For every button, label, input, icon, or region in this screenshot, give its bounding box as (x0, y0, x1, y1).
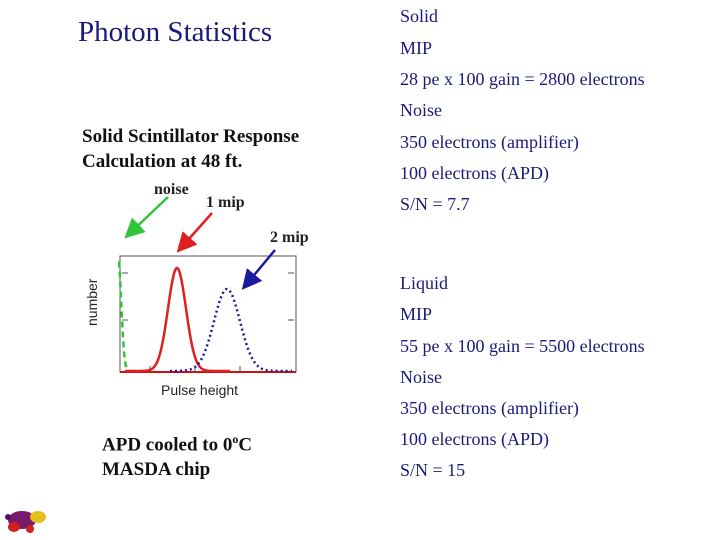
apd-note: APD cooled to 0oC MASDA chip (102, 427, 252, 482)
liquid-sn: S/N = 15 (400, 460, 466, 480)
solid-gain: 28 pe x 100 gain = 2800 electrons (400, 69, 645, 89)
one-mip-label: 1 mip (206, 194, 245, 211)
apd-note-line-2: MASDA chip (102, 459, 211, 481)
solid-amp: 350 electrons (amplifier) (400, 132, 579, 152)
liquid-apd: 100 electrons (APD) (400, 429, 549, 449)
two-mip-curve (170, 287, 292, 373)
liquid-mip: MIP (400, 304, 433, 324)
solid-apd: 100 electrons (APD) (400, 163, 549, 183)
y-axis-label: number (84, 278, 100, 326)
subtitle-line-1: Solid Scintillator Response (82, 126, 300, 147)
subtitle-line-2: Calculation at 48 ft. (82, 151, 243, 172)
page-title: Photon Statistics (78, 16, 273, 48)
noise-arrow (124, 196, 169, 239)
chart-subtitle: Solid Scintillator Response Calculation … (82, 124, 299, 174)
noise-label: noise (154, 181, 189, 198)
noise-curve (117, 261, 135, 373)
plot-frame (119, 255, 297, 373)
apd-note-line-1: APD cooled to 0oC (102, 432, 253, 456)
liquid-amp: 350 electrons (amplifier) (400, 398, 579, 418)
liquid-gain: 55 pe x 100 gain = 5500 electrons (400, 336, 645, 356)
two-mip-arrow (241, 249, 276, 290)
two-mip-label: 2 mip (270, 229, 309, 246)
x-axis-label: Pulse height (161, 382, 239, 398)
solid-heading: Solid (400, 6, 439, 26)
solid-mip: MIP (400, 38, 433, 58)
liquid-noise: Noise (400, 367, 442, 387)
one-mip-arrow (176, 212, 213, 253)
liquid-heading: Liquid (400, 273, 448, 293)
one-mip-curve (125, 266, 230, 373)
solid-sn: S/N = 7.7 (400, 194, 470, 214)
solid-noise: Noise (400, 100, 442, 120)
